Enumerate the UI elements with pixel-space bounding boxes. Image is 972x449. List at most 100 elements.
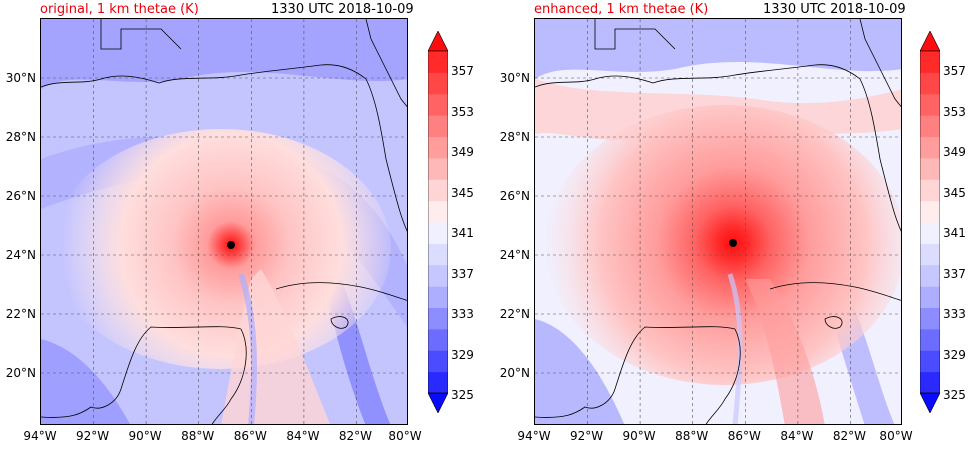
colorbar-bin: [428, 136, 448, 159]
lon-tick-label: 88°W: [675, 429, 709, 443]
coastline: [41, 19, 407, 424]
colorbar-bin: [428, 243, 448, 266]
colorbar-bin: [920, 200, 940, 223]
lon-tick-label: 94°W: [517, 429, 551, 443]
colorbar-bin: [920, 264, 940, 287]
lat-tick-label: 20°N: [499, 366, 530, 380]
thetae-map: [40, 18, 408, 425]
panel-original: original, 1 km thetae (K) 1330 UTC 2018-…: [5, 2, 474, 443]
lon-tick-label: 80°W: [879, 429, 913, 443]
lat-tick-label: 24°N: [499, 248, 530, 262]
lon-tick-label: 94°W: [23, 429, 57, 443]
colorbar-bin: [428, 371, 448, 394]
colorbar-bin: [920, 328, 940, 351]
colorbar-tick-label: 345: [943, 185, 966, 200]
colorbar-bin: [920, 72, 940, 95]
panel-title: original, 1 km thetae (K): [40, 2, 199, 17]
lon-tick-label: 84°W: [286, 429, 320, 443]
thetae-field-plot: [535, 19, 901, 424]
colorbar-extend-min: [920, 392, 940, 413]
lon-tick-label: 82°W: [832, 429, 866, 443]
colorbar-tick-label: 349: [451, 145, 474, 159]
panel-timestamp: 1330 UTC 2018-10-09: [271, 2, 414, 17]
colorbar-bin: [428, 307, 448, 330]
colorbar-tick-label: 353: [451, 104, 474, 119]
colorbar: [428, 31, 448, 413]
colorbar-tick-label: 349: [943, 145, 966, 159]
colorbar-bin: [920, 286, 940, 308]
colorbar: [920, 31, 940, 413]
lon-tick-label: 86°W: [727, 429, 761, 443]
colorbar-extend-max: [920, 31, 940, 52]
colorbar-bin: [428, 179, 448, 202]
thetae-map: [534, 18, 902, 425]
lat-tick-label: 30°N: [5, 71, 36, 85]
colorbar-tick-label: 329: [451, 347, 474, 362]
colorbar-bin: [920, 222, 940, 244]
colorbar-bin: [428, 157, 448, 180]
storm-center-marker: [729, 239, 737, 247]
colorbar-tick-label: 325: [451, 388, 474, 402]
colorbar-extend-max: [428, 31, 448, 52]
colorbar-bin: [428, 328, 448, 351]
colorbar-tick-label: 341: [943, 226, 966, 240]
colorbar-bin: [428, 200, 448, 223]
thetae-field-plot: [41, 19, 407, 424]
colorbar-bin: [428, 51, 448, 73]
colorbar-bin: [428, 72, 448, 95]
colorbar-bin: [428, 93, 448, 116]
colorbar-bin: [920, 51, 940, 73]
lat-tick-label: 28°N: [499, 130, 530, 144]
lat-tick-label: 22°N: [5, 307, 36, 321]
lon-tick-label: 88°W: [181, 429, 215, 443]
lon-tick-label: 92°W: [76, 429, 110, 443]
colorbar-bin: [920, 307, 940, 330]
colorbar-tick-label: 333: [451, 307, 474, 321]
colorbar-bin: [428, 222, 448, 244]
lat-tick-label: 26°N: [499, 189, 530, 203]
colorbar-bin: [920, 115, 940, 137]
colorbar-tick-label: 337: [943, 266, 966, 281]
lon-tick-label: 86°W: [233, 429, 267, 443]
colorbar-outline: [428, 50, 448, 394]
colorbar-bin: [428, 264, 448, 287]
colorbar-tick-label: 353: [943, 104, 966, 119]
lon-tick-label: 82°W: [338, 429, 372, 443]
lon-tick-label: 90°W: [622, 429, 656, 443]
lat-tick-label: 30°N: [499, 71, 530, 85]
lat-tick-label: 20°N: [5, 366, 36, 380]
colorbar-tick-label: 333: [943, 307, 966, 321]
lat-tick-label: 22°N: [499, 307, 530, 321]
colorbar-bin: [428, 286, 448, 308]
panel-enhanced: enhanced, 1 km thetae (K) 1330 UTC 2018-…: [486, 0, 972, 449]
colorbar-bin: [920, 136, 940, 159]
lon-tick-label: 84°W: [780, 429, 814, 443]
lon-tick-label: 90°W: [128, 429, 162, 443]
lon-tick-label: 80°W: [388, 429, 422, 443]
panel-title: enhanced, 1 km thetae (K): [534, 2, 709, 17]
colorbar-tick-label: 345: [451, 185, 474, 200]
colorbar-bin: [428, 350, 448, 373]
coastline: [535, 19, 901, 424]
lon-tick-label: 92°W: [570, 429, 604, 443]
storm-center-marker: [227, 241, 235, 249]
colorbar-outline: [920, 50, 940, 394]
colorbar-tick-label: 325: [943, 388, 966, 402]
colorbar-tick-label: 357: [943, 64, 966, 78]
colorbar-extend-min: [428, 392, 448, 413]
colorbar-tick-label: 337: [451, 266, 474, 281]
colorbar-bin: [920, 179, 940, 202]
colorbar-bin: [920, 93, 940, 116]
panel-timestamp: 1330 UTC 2018-10-09: [763, 2, 906, 17]
colorbar-bin: [920, 243, 940, 266]
lat-tick-label: 28°N: [5, 130, 36, 144]
colorbar-bin: [428, 115, 448, 137]
colorbar-tick-label: 357: [451, 64, 474, 78]
colorbar-tick-label: 341: [451, 226, 474, 240]
colorbar-bin: [920, 350, 940, 373]
lat-tick-label: 24°N: [5, 248, 36, 262]
colorbar-tick-label: 329: [943, 347, 966, 362]
colorbar-bin: [920, 157, 940, 180]
lat-tick-label: 26°N: [5, 189, 36, 203]
colorbar-bin: [920, 371, 940, 394]
